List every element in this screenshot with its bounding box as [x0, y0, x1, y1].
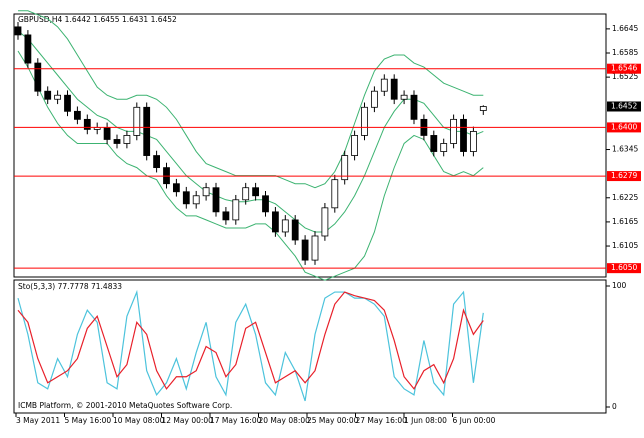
candle-body: [34, 62, 42, 92]
candle-body: [103, 127, 111, 140]
candle-body: [123, 135, 131, 144]
copyright: ICMB Platform, © 2001-2010 MetaQuotes So…: [18, 401, 232, 410]
y-tick-label: 1.6525: [612, 72, 638, 81]
y-tick-label: 1.6105: [612, 241, 638, 250]
price-tag: [607, 263, 641, 274]
candle-body: [64, 94, 71, 112]
indicator-title: Sto(5,3,3) 77.7778 71.4833: [18, 282, 122, 291]
x-tick-label: 12 May 00:00: [162, 416, 214, 425]
candle-body: [400, 94, 408, 100]
candle-body: [351, 135, 359, 156]
stochastic-line: [17, 291, 484, 390]
candle-body: [83, 118, 91, 130]
candle-body: [410, 94, 418, 120]
candle-body: [262, 195, 269, 213]
candle-body: [133, 106, 141, 136]
y-tick-label: 1.6345: [612, 145, 638, 154]
candle-body: [460, 118, 467, 152]
candle-body: [370, 90, 378, 108]
price-tag-label: 1.6050: [611, 263, 637, 272]
candle-body: [212, 187, 220, 213]
candle-body: [74, 110, 81, 120]
x-tick-label: 10 May 08:00: [113, 416, 165, 425]
candle-body: [242, 187, 250, 201]
candle-body: [479, 106, 487, 111]
candle-body: [172, 183, 180, 193]
price-tag: [607, 63, 641, 74]
y-tick-label: 0: [612, 402, 617, 411]
price-tag-label: 1.6400: [611, 122, 637, 131]
y-tick-label: 1.6165: [612, 217, 638, 226]
candle-body: [143, 106, 151, 156]
stochastic-panel: [13, 279, 607, 414]
x-tick-label: 20 May 08:00: [259, 416, 311, 425]
candle-body: [311, 235, 319, 261]
price-tag-label: 1.6279: [611, 171, 637, 180]
candle-body: [271, 211, 279, 233]
price-tag: [607, 122, 641, 133]
current-price-label: 1.6452: [611, 101, 637, 110]
price-tag-label: 1.6546: [611, 64, 637, 73]
current-price-tag: [607, 101, 641, 112]
candle-body: [301, 239, 309, 261]
price-panel: [13, 13, 607, 278]
candle-body: [192, 195, 200, 205]
y-tick-label: 1.6585: [612, 48, 638, 57]
y-tick-label: 1.6225: [612, 193, 638, 202]
candle-body: [252, 187, 260, 197]
candle-body: [341, 155, 349, 181]
candle-body: [430, 135, 438, 152]
candle-body: [14, 26, 22, 36]
candle-body: [380, 78, 388, 92]
x-tick-label: 5 May 16:00: [65, 416, 112, 425]
candle-body: [44, 90, 52, 100]
x-tick-label: 27 May 16:00: [356, 416, 408, 425]
price-tag: [607, 171, 641, 182]
x-tick-label: 1 Jun 08:00: [404, 416, 447, 425]
candle-body: [54, 94, 61, 100]
candle-body: [390, 78, 398, 100]
candle-body: [24, 34, 32, 64]
x-tick-label: 17 May 16:00: [210, 416, 262, 425]
candle-body: [281, 219, 289, 233]
candle-body: [331, 179, 339, 209]
candle-body: [361, 106, 368, 136]
stochastic-line: [17, 289, 484, 402]
bollinger-band: [17, 50, 484, 281]
y-tick-label: 1.6645: [612, 24, 638, 33]
candle-body: [202, 187, 210, 197]
candle-body: [440, 143, 448, 152]
candle-body: [450, 118, 458, 144]
chart-title: GBPUSD,H4 1.6442 1.6455 1.6431 1.6452: [18, 15, 177, 24]
x-tick-label: 25 May 00:00: [307, 416, 359, 425]
candle-body: [291, 219, 299, 241]
candle-body: [232, 199, 240, 221]
y-tick-label: 100: [612, 281, 627, 290]
candle-body: [321, 207, 329, 237]
x-tick-label: 6 Jun 00:00: [453, 416, 496, 425]
candle-body: [222, 211, 230, 221]
x-tick-label: 3 May 2011: [16, 416, 60, 425]
candle-body: [153, 155, 161, 169]
candle-body: [113, 139, 121, 144]
candle-body: [469, 131, 477, 152]
candle-body: [182, 191, 190, 205]
